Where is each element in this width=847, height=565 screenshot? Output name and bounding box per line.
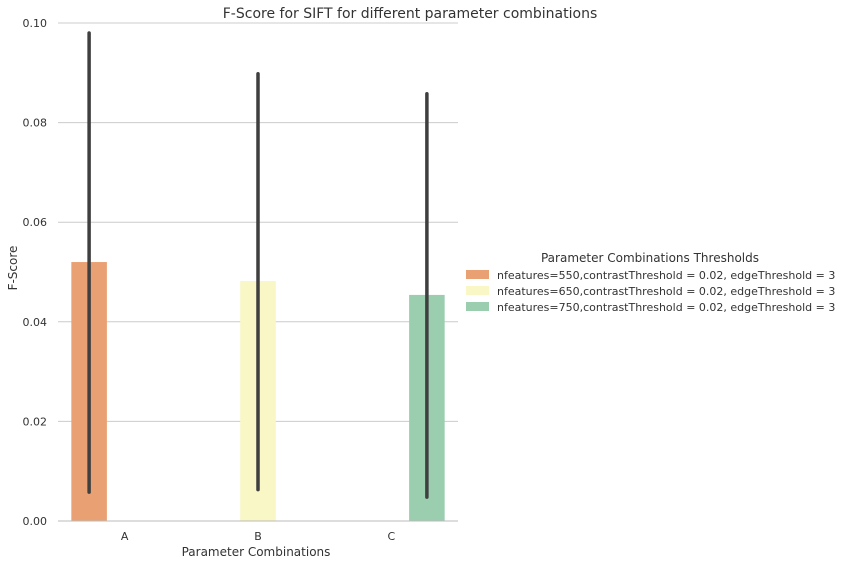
- y-axis-label: F-Score: [6, 246, 20, 291]
- y-tick-label: 0.00: [23, 515, 48, 528]
- legend-swatch: [466, 286, 489, 295]
- y-axis-ticks: 0.00 0.02 0.04 0.06 0.08 0.10: [23, 17, 48, 528]
- y-tick-label: 0.06: [23, 216, 48, 229]
- legend-entry: nfeatures=550,contrastThreshold = 0.02, …: [497, 269, 835, 282]
- chart-title: F-Score for SIFT for different parameter…: [223, 6, 598, 22]
- legend-swatch: [466, 302, 489, 311]
- legend-entry: nfeatures=750,contrastThreshold = 0.02, …: [497, 301, 835, 314]
- y-tick-label: 0.04: [23, 316, 48, 329]
- x-tick-label: A: [121, 530, 129, 543]
- x-axis-label: Parameter Combinations: [182, 545, 331, 559]
- y-tick-label: 0.02: [23, 415, 48, 428]
- x-tick-label: B: [254, 530, 262, 543]
- x-axis-ticks: A B C: [121, 530, 396, 543]
- y-tick-label: 0.08: [23, 117, 48, 130]
- y-tick-label: 0.10: [23, 17, 48, 30]
- error-bars: [87, 31, 429, 499]
- legend-title: Parameter Combinations Thresholds: [541, 251, 759, 265]
- legend-entry: nfeatures=650,contrastThreshold = 0.02, …: [497, 285, 835, 298]
- x-tick-label: C: [387, 530, 395, 543]
- legend-swatch: [466, 270, 489, 279]
- legend: Parameter Combinations Thresholds nfeatu…: [466, 251, 835, 314]
